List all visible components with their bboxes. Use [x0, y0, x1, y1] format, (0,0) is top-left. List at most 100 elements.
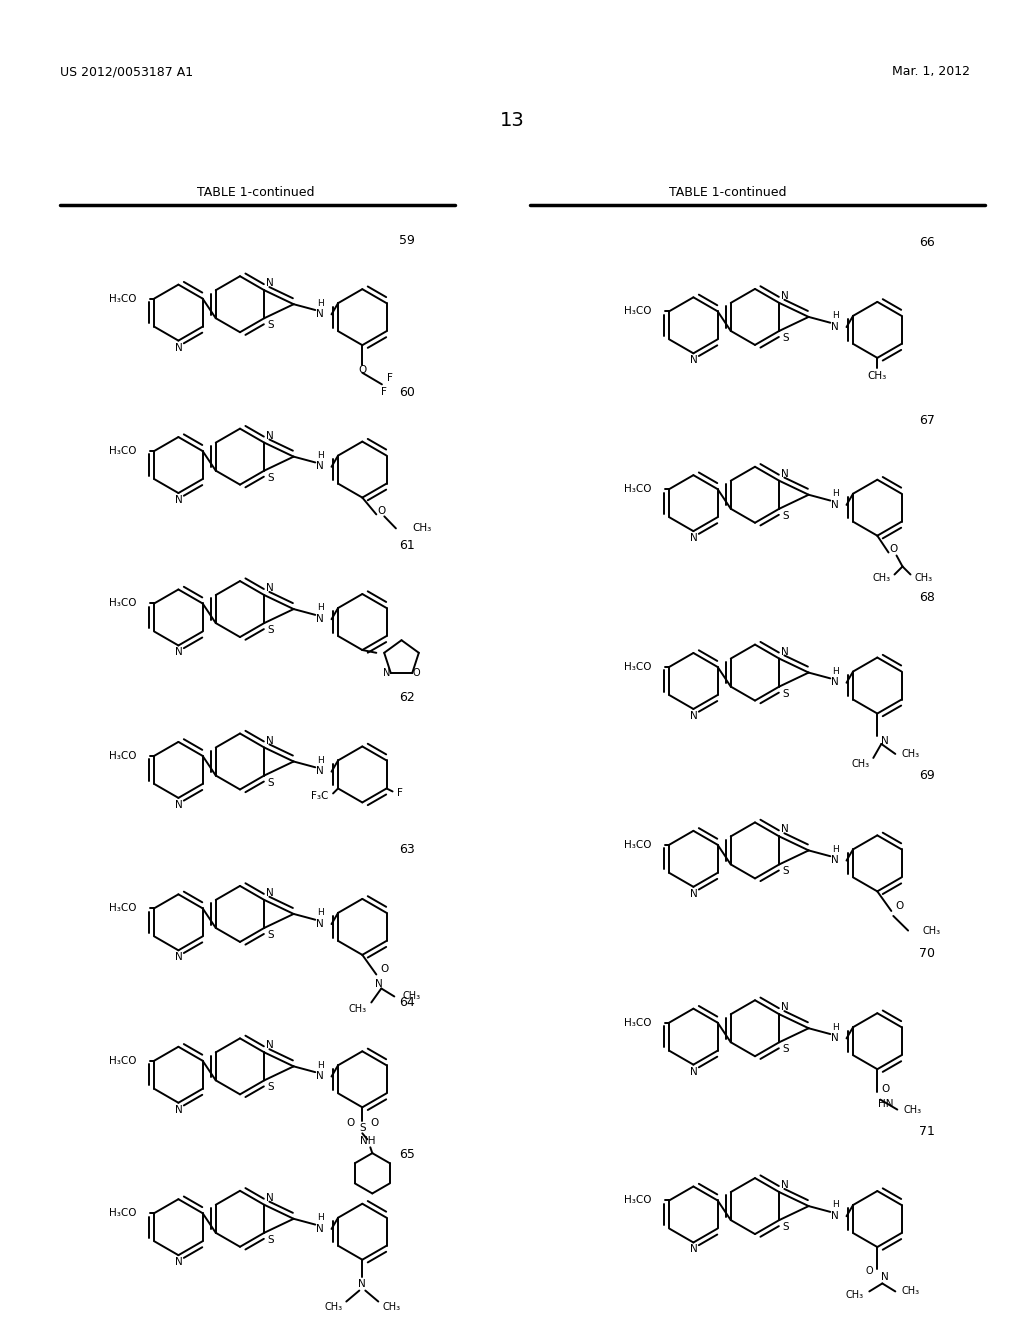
Text: CH₃: CH₃	[867, 371, 887, 381]
Text: N: N	[781, 1002, 790, 1012]
Text: H₃CO: H₃CO	[624, 663, 651, 672]
Text: O: O	[865, 1266, 873, 1276]
Text: N: N	[831, 677, 839, 688]
Text: N: N	[174, 800, 182, 810]
Text: CH₃: CH₃	[903, 1105, 922, 1114]
Text: H₃CO: H₃CO	[624, 306, 651, 317]
Text: CH₃: CH₃	[325, 1302, 342, 1312]
Text: N: N	[266, 583, 274, 593]
Text: H₃CO: H₃CO	[109, 1208, 136, 1218]
Text: O: O	[413, 668, 420, 678]
Text: O: O	[895, 902, 903, 911]
Text: O: O	[380, 965, 388, 974]
Text: N: N	[689, 1067, 697, 1077]
Text: N: N	[831, 1034, 839, 1043]
Text: CH₃: CH₃	[412, 524, 431, 533]
Text: N: N	[689, 533, 697, 543]
Text: N: N	[174, 495, 182, 506]
Text: N: N	[781, 290, 790, 301]
Text: O: O	[358, 364, 367, 375]
Text: S: S	[782, 1044, 788, 1055]
Text: N: N	[174, 952, 182, 962]
Text: O: O	[890, 544, 898, 554]
Text: S: S	[359, 1123, 366, 1134]
Text: F₃C: F₃C	[310, 792, 328, 801]
Text: S: S	[267, 473, 273, 483]
Text: CH₃: CH₃	[901, 1287, 920, 1296]
Text: N: N	[383, 668, 390, 678]
Text: S: S	[267, 777, 273, 788]
Text: O: O	[346, 1118, 354, 1129]
Text: US 2012/0053187 A1: US 2012/0053187 A1	[60, 66, 194, 78]
Text: N: N	[316, 767, 325, 776]
Text: H₃CO: H₃CO	[109, 751, 136, 760]
Text: 60: 60	[399, 387, 415, 399]
Text: CH₃: CH₃	[923, 925, 940, 936]
Text: N: N	[831, 855, 839, 865]
Text: H: H	[831, 845, 839, 854]
Text: H: H	[831, 1200, 839, 1209]
Text: N: N	[781, 1180, 790, 1191]
Text: H: H	[316, 756, 324, 764]
Text: 61: 61	[399, 539, 415, 552]
Text: N: N	[316, 614, 325, 624]
Text: 63: 63	[399, 843, 415, 857]
Text: S: S	[782, 866, 788, 876]
Text: N: N	[174, 1257, 182, 1267]
Text: S: S	[782, 511, 788, 521]
Text: N: N	[781, 469, 790, 479]
Text: N: N	[376, 979, 383, 990]
Text: N: N	[781, 825, 790, 834]
Text: CH₃: CH₃	[914, 573, 933, 583]
Text: N: N	[781, 647, 790, 656]
Text: H: H	[316, 908, 324, 917]
Text: 70: 70	[919, 946, 935, 960]
Text: H: H	[831, 488, 839, 498]
Text: CH₃: CH₃	[402, 991, 421, 1002]
Text: CH₃: CH₃	[348, 1005, 367, 1015]
Text: H: H	[316, 1061, 324, 1069]
Text: O: O	[371, 1118, 379, 1129]
Text: CH₃: CH₃	[845, 1291, 863, 1300]
Text: 69: 69	[920, 770, 935, 783]
Text: H: H	[316, 1213, 324, 1222]
Text: TABLE 1-continued: TABLE 1-continued	[198, 186, 314, 198]
Text: H₃CO: H₃CO	[624, 484, 651, 494]
Text: CH₃: CH₃	[382, 1302, 400, 1312]
Text: S: S	[267, 1234, 273, 1245]
Text: N: N	[882, 737, 889, 746]
Text: S: S	[782, 1222, 788, 1232]
Text: N: N	[266, 1040, 274, 1051]
Text: S: S	[267, 929, 273, 940]
Text: 64: 64	[399, 995, 415, 1008]
Text: CH₃: CH₃	[851, 759, 869, 770]
Text: H₃CO: H₃CO	[109, 1056, 136, 1065]
Text: S: S	[782, 333, 788, 343]
Text: N: N	[316, 1224, 325, 1234]
Text: O: O	[882, 1084, 890, 1093]
Text: N: N	[689, 1245, 697, 1254]
Text: N: N	[266, 1193, 274, 1203]
Text: NH: NH	[359, 1137, 375, 1146]
Text: H: H	[316, 603, 324, 612]
Text: 62: 62	[399, 690, 415, 704]
Text: N: N	[358, 1279, 367, 1288]
Text: 59: 59	[399, 234, 415, 247]
Text: F: F	[387, 374, 393, 383]
Text: H: H	[831, 667, 839, 676]
Text: H: H	[316, 451, 324, 459]
Text: 65: 65	[399, 1148, 415, 1162]
Text: N: N	[831, 1210, 839, 1221]
Text: N: N	[831, 322, 839, 331]
Text: 67: 67	[920, 413, 935, 426]
Text: 13: 13	[500, 111, 524, 129]
Text: N: N	[316, 309, 325, 319]
Text: H₃CO: H₃CO	[109, 903, 136, 913]
Text: N: N	[174, 648, 182, 657]
Text: H₃CO: H₃CO	[624, 1196, 651, 1205]
Text: H₃CO: H₃CO	[624, 1018, 651, 1028]
Text: F: F	[396, 788, 402, 799]
Text: 71: 71	[920, 1125, 935, 1138]
Text: Mar. 1, 2012: Mar. 1, 2012	[892, 66, 970, 78]
Text: N: N	[266, 430, 274, 441]
